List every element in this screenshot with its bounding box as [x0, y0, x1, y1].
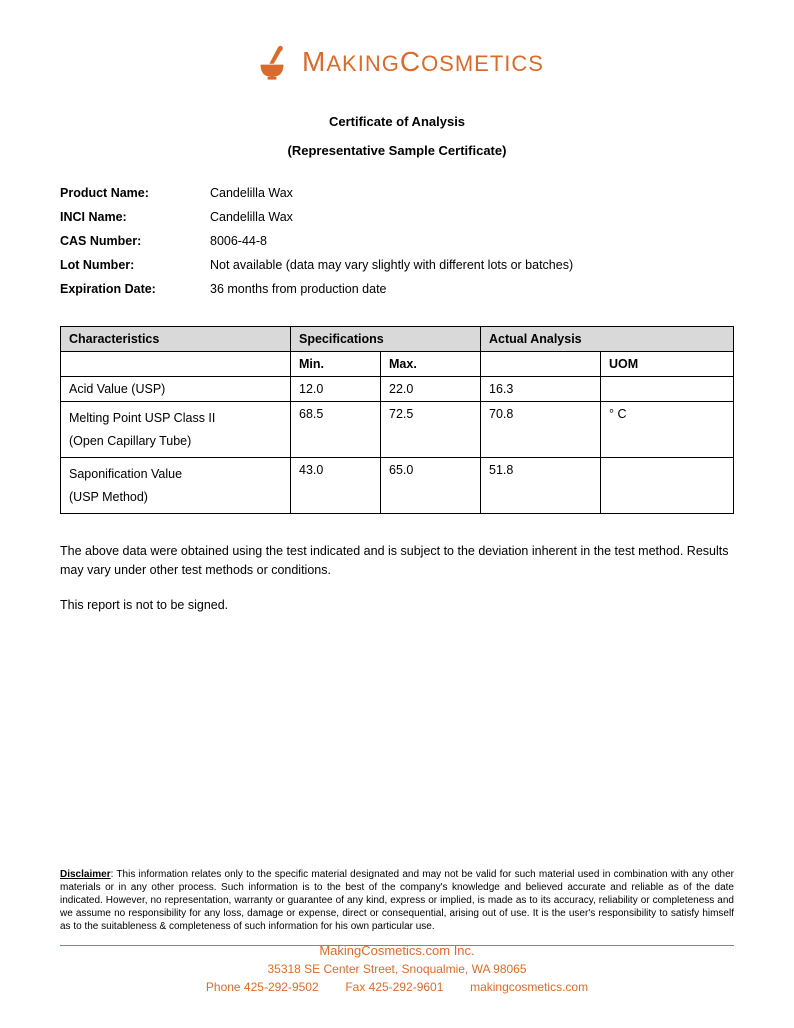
product-name-label: Product Name:: [60, 186, 210, 200]
logo-text: MAKINGCOSMETICS: [302, 46, 544, 78]
expiration-label: Expiration Date:: [60, 282, 210, 296]
header-specifications: Specifications: [291, 327, 481, 352]
logo-aking: AKING: [326, 51, 399, 76]
logo: MAKINGCOSMETICS: [250, 40, 544, 84]
cell-uom: [601, 458, 734, 514]
header-min: Min.: [291, 352, 381, 377]
product-info-block: Product Name: Candelilla Wax INCI Name: …: [60, 186, 734, 296]
footer-contact: Phone 425-292-9502 Fax 425-292-9601 maki…: [0, 978, 794, 996]
header-blank: [61, 352, 291, 377]
analysis-table: Characteristics Specifications Actual An…: [60, 326, 734, 514]
logo-m: M: [302, 46, 326, 77]
header-characteristics: Characteristics: [61, 327, 291, 352]
footer-company: MakingCosmetics.com Inc.: [0, 941, 794, 961]
info-row-product: Product Name: Candelilla Wax: [60, 186, 734, 200]
cas-value: 8006-44-8: [210, 234, 734, 248]
document-subtitle: (Representative Sample Certificate): [60, 143, 734, 158]
cell-actual: 70.8: [481, 402, 601, 458]
cell-char: Saponification Value(USP Method): [61, 458, 291, 514]
mortar-pestle-icon: [250, 40, 294, 84]
footer: MakingCosmetics.com Inc. 35318 SE Center…: [0, 941, 794, 997]
cell-uom: ° C: [601, 402, 734, 458]
cell-max: 65.0: [381, 458, 481, 514]
cell-min: 43.0: [291, 458, 381, 514]
cell-uom: [601, 377, 734, 402]
disclaimer: Disclaimer: This information relates onl…: [60, 868, 734, 933]
expiration-value: 36 months from production date: [210, 282, 734, 296]
document-title: Certificate of Analysis: [60, 114, 734, 129]
table-header-row-2: Min. Max. UOM: [61, 352, 734, 377]
header-uom: UOM: [601, 352, 734, 377]
table-row: Acid Value (USP) 12.0 22.0 16.3: [61, 377, 734, 402]
cell-min: 12.0: [291, 377, 381, 402]
header-actual: Actual Analysis: [481, 327, 734, 352]
disclaimer-label: Disclaimer: [60, 869, 111, 880]
header-max: Max.: [381, 352, 481, 377]
note-deviation: The above data were obtained using the t…: [60, 542, 734, 580]
table-row: Melting Point USP Class II(Open Capillar…: [61, 402, 734, 458]
cell-min: 68.5: [291, 402, 381, 458]
info-row-lot: Lot Number: Not available (data may vary…: [60, 258, 734, 272]
lot-label: Lot Number:: [60, 258, 210, 272]
cell-max: 22.0: [381, 377, 481, 402]
info-row-expiration: Expiration Date: 36 months from producti…: [60, 282, 734, 296]
note-signature: This report is not to be signed.: [60, 596, 734, 615]
cell-actual: 16.3: [481, 377, 601, 402]
cell-actual: 51.8: [481, 458, 601, 514]
inci-label: INCI Name:: [60, 210, 210, 224]
disclaimer-text: : This information relates only to the s…: [60, 869, 734, 932]
cell-char: Melting Point USP Class II(Open Capillar…: [61, 402, 291, 458]
inci-value: Candelilla Wax: [210, 210, 734, 224]
table-header-row-1: Characteristics Specifications Actual An…: [61, 327, 734, 352]
lot-value: Not available (data may vary slightly wi…: [210, 258, 734, 272]
info-row-cas: CAS Number: 8006-44-8: [60, 234, 734, 248]
table-row: Saponification Value(USP Method) 43.0 65…: [61, 458, 734, 514]
logo-osmetics: OSMETICS: [421, 51, 544, 76]
logo-c: C: [400, 46, 421, 77]
footer-address: 35318 SE Center Street, Snoqualmie, WA 9…: [0, 960, 794, 978]
cell-max: 72.5: [381, 402, 481, 458]
header-actual-blank: [481, 352, 601, 377]
product-name-value: Candelilla Wax: [210, 186, 734, 200]
logo-area: MAKINGCOSMETICS: [60, 40, 734, 89]
cas-label: CAS Number:: [60, 234, 210, 248]
cell-char: Acid Value (USP): [61, 377, 291, 402]
info-row-inci: INCI Name: Candelilla Wax: [60, 210, 734, 224]
